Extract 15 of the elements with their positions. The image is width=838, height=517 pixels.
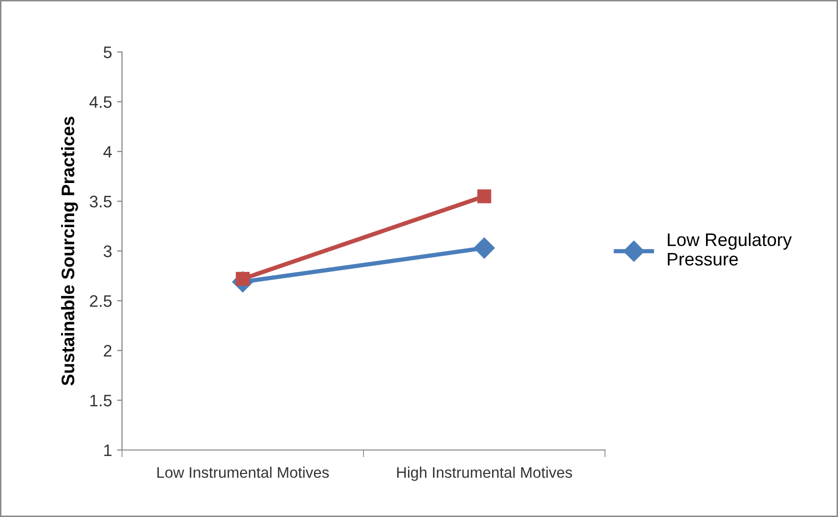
y-tick-label: 4.5 [89, 96, 112, 108]
y-tick-label: 1.5 [90, 394, 112, 406]
y-axis-title: Sustainable Sourcing Practices [61, 116, 78, 386]
y-tick-label: 1 [104, 444, 112, 456]
y-tick-label: 3.5 [90, 196, 112, 208]
y-tick-label: 2 [104, 344, 112, 357]
x-tick-label: Low Instrumental Motives [157, 466, 329, 478]
y-tick-label: 2.5 [90, 295, 112, 307]
legend-label: Low Regulatory Pressure [668, 232, 792, 266]
x-tick-label: High Instrumental Motives [397, 466, 572, 481]
y-tick-label: 3 [104, 245, 112, 258]
y-tick-label: 5 [104, 46, 112, 58]
point [477, 189, 492, 204]
y-tick-label: 4 [103, 146, 112, 158]
point [474, 238, 495, 259]
